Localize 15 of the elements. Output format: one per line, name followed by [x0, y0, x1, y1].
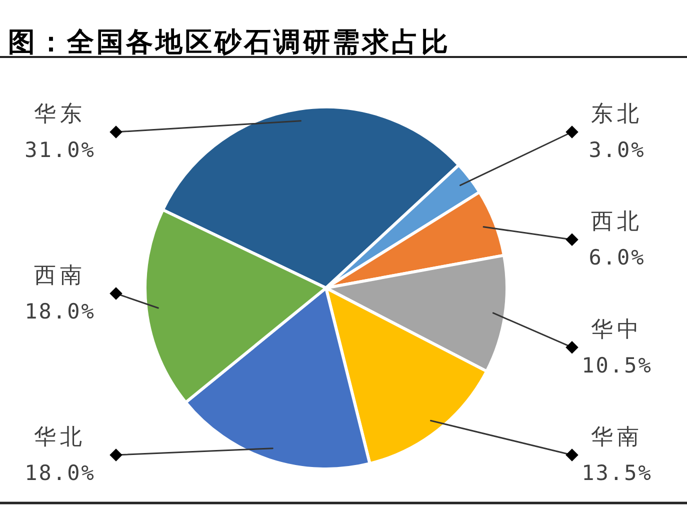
slice-label: 华北	[34, 425, 86, 450]
chart-title: 图：全国各地区砂石调研需求占比	[8, 27, 450, 58]
data-label: 18.0%	[24, 461, 96, 485]
data-label: 18.0%	[24, 300, 96, 324]
slice-label: 华南	[591, 425, 643, 450]
data-label: 31.0%	[24, 138, 96, 162]
slice-label: 华东	[34, 102, 86, 127]
slice-label: 西南	[34, 264, 86, 288]
slice-label: 西北	[591, 210, 643, 235]
data-label: 13.5%	[582, 461, 652, 485]
data-label: 3.0%	[588, 138, 646, 162]
slice-label: 东北	[591, 102, 643, 127]
data-label: 6.0%	[588, 246, 646, 270]
data-label: 10.5%	[582, 353, 652, 378]
slice-label: 华中	[591, 317, 643, 342]
